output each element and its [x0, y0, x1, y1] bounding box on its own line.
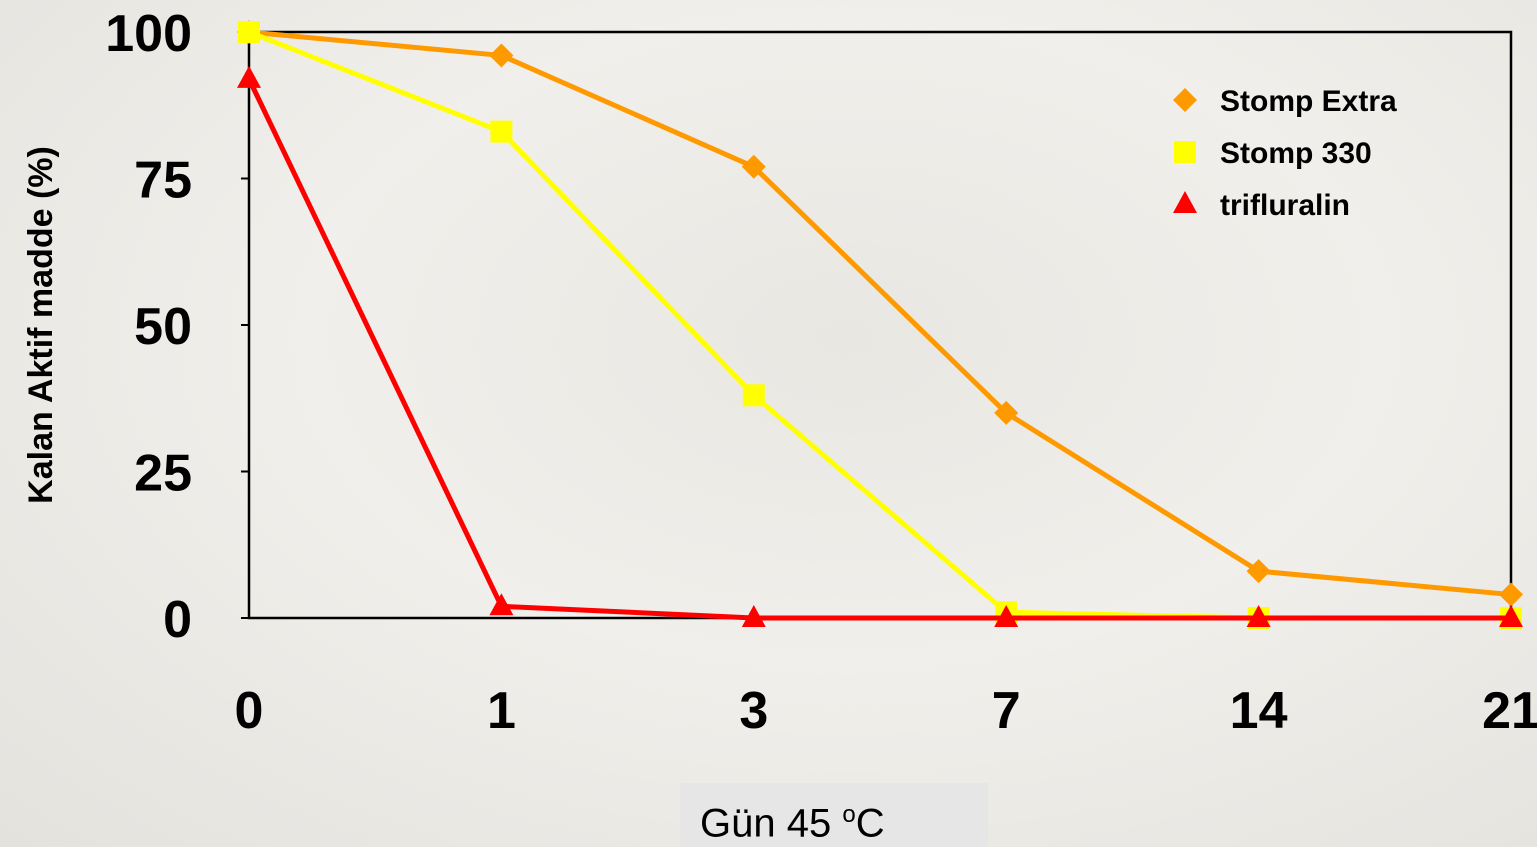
- x-tick-label: 21: [1482, 682, 1537, 740]
- data-point: [742, 384, 765, 407]
- x-axis-label-text: Gün 45: [700, 801, 832, 846]
- plot-frame: [247, 30, 1513, 620]
- data-point: [238, 21, 260, 43]
- legend-marker: [1173, 191, 1197, 213]
- data-point: [1499, 605, 1523, 627]
- legend-label: trifluralin: [1220, 189, 1350, 222]
- x-tick-label: 14: [1230, 682, 1288, 740]
- series-line: [248, 29, 1512, 598]
- x-axis-label: Gün 45 oC: [680, 783, 988, 847]
- y-tick-label: 50: [134, 298, 192, 356]
- data-point: [237, 65, 261, 88]
- legend-label: Stomp 330: [1220, 137, 1372, 170]
- legend-marker: [1174, 141, 1196, 163]
- data-point: [1499, 582, 1523, 607]
- y-tick-label: 75: [134, 152, 192, 210]
- x-axis-label-unit: C: [855, 801, 885, 846]
- series-0: [237, 20, 1523, 607]
- y-tick-label: 25: [134, 445, 192, 503]
- x-tick-label: 3: [739, 682, 768, 740]
- series-line: [246, 77, 1511, 621]
- data-point: [741, 605, 766, 627]
- series-layer: [237, 20, 1523, 629]
- legend-label: Stomp Extra: [1220, 85, 1397, 118]
- x-axis-ticks: 0 1 3 7 14 21: [235, 682, 1537, 740]
- data-point: [741, 154, 766, 179]
- legend-marker: [1173, 88, 1197, 112]
- x-tick-label: 7: [992, 682, 1021, 740]
- series-line: [248, 29, 1511, 621]
- x-tick-label: 1: [487, 682, 516, 740]
- data-point: [489, 593, 514, 616]
- data-point: [1246, 559, 1271, 584]
- data-point: [489, 43, 514, 68]
- data-point: [994, 605, 1019, 627]
- data-point: [1246, 605, 1271, 627]
- x-axis-label-degree: o: [842, 801, 856, 828]
- y-tick-label: 100: [105, 5, 192, 63]
- y-axis-ticks: 0 25 50 75 100: [105, 5, 249, 649]
- data-point: [994, 400, 1019, 425]
- series-2: [237, 65, 1523, 627]
- y-axis-label: Kalan Aktif madde (%): [22, 146, 60, 504]
- x-tick-label: 0: [235, 682, 264, 740]
- y-tick-label: 0: [163, 591, 192, 649]
- data-point: [490, 120, 513, 143]
- legend: Stomp Extra Stomp 330 trifluralin: [1173, 85, 1397, 222]
